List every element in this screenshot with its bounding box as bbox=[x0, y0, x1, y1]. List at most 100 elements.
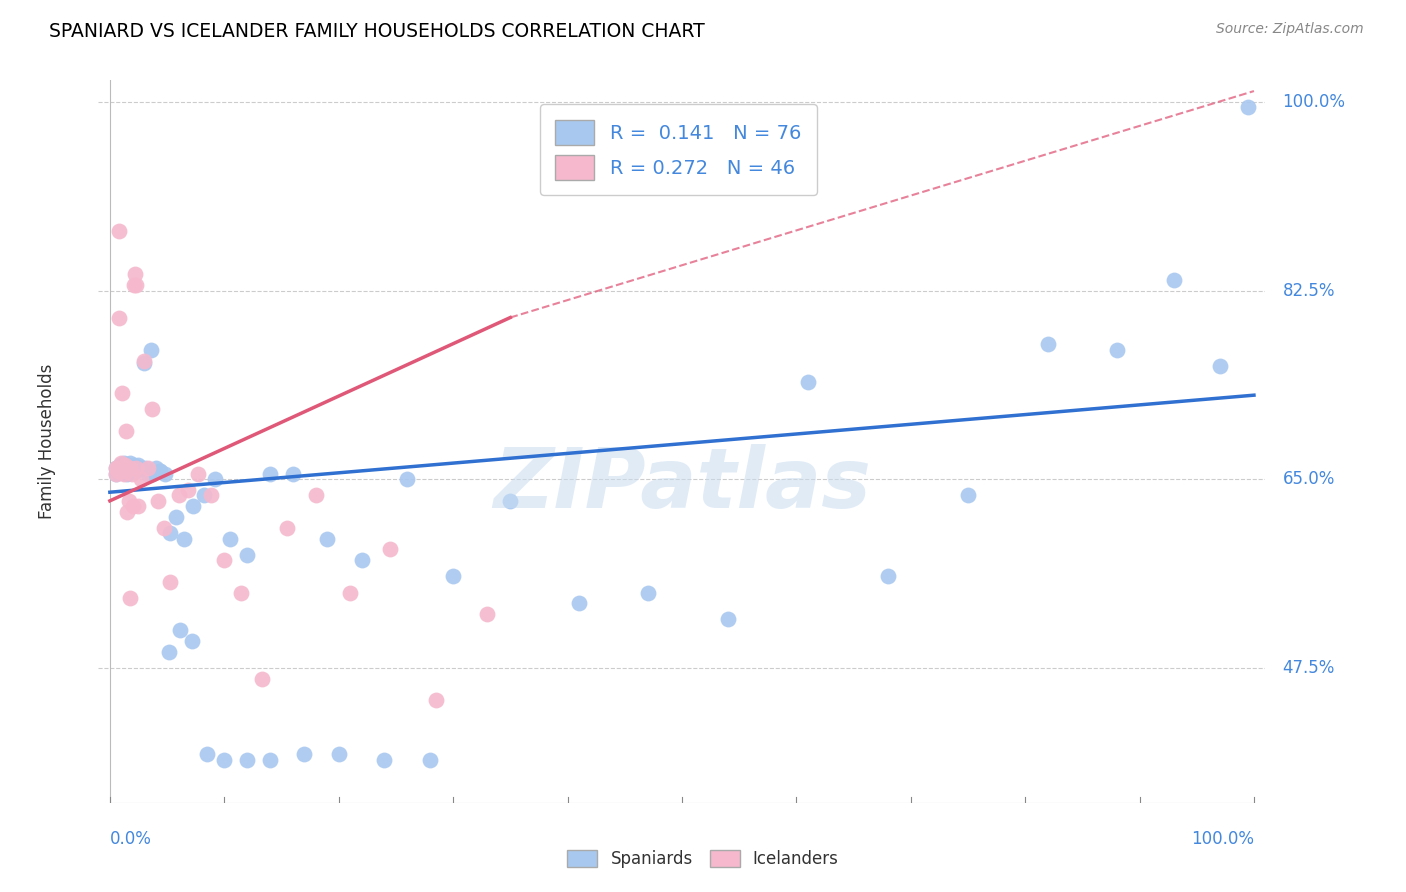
Point bbox=[141, 467, 163, 481]
Point bbox=[231, 585, 253, 599]
Point bbox=[1237, 100, 1260, 114]
Point bbox=[104, 461, 127, 475]
Point bbox=[637, 585, 659, 599]
Text: 65.0%: 65.0% bbox=[1282, 470, 1334, 488]
Point bbox=[124, 461, 146, 475]
Point bbox=[292, 747, 315, 762]
Text: 82.5%: 82.5% bbox=[1282, 282, 1336, 300]
Point bbox=[118, 493, 141, 508]
Point bbox=[108, 464, 131, 478]
Point bbox=[105, 461, 128, 475]
Point bbox=[120, 591, 142, 605]
Legend: R =  0.141   N = 76, R = 0.272   N = 46: R = 0.141 N = 76, R = 0.272 N = 46 bbox=[540, 104, 817, 195]
Point bbox=[153, 467, 176, 481]
Text: 0.0%: 0.0% bbox=[110, 830, 152, 847]
Point bbox=[124, 268, 146, 282]
Point bbox=[110, 461, 132, 475]
Point bbox=[136, 461, 159, 475]
Point bbox=[104, 467, 127, 481]
Point bbox=[236, 753, 259, 767]
Legend: Spaniards, Icelanders: Spaniards, Icelanders bbox=[561, 843, 845, 875]
Point bbox=[259, 467, 281, 481]
Point bbox=[115, 461, 138, 475]
Point bbox=[145, 461, 167, 475]
Point bbox=[204, 472, 226, 486]
Point bbox=[173, 532, 195, 546]
Point bbox=[214, 553, 236, 567]
Point bbox=[169, 624, 191, 638]
Point bbox=[120, 456, 142, 470]
Point bbox=[108, 224, 131, 238]
Point bbox=[956, 488, 979, 502]
Point bbox=[111, 386, 134, 401]
Point bbox=[281, 467, 304, 481]
Point bbox=[125, 464, 148, 478]
Point bbox=[276, 521, 298, 535]
Text: Family Households: Family Households bbox=[38, 364, 56, 519]
Point bbox=[127, 458, 149, 473]
Point bbox=[167, 488, 190, 502]
Point bbox=[112, 464, 135, 478]
Point bbox=[378, 542, 402, 557]
Point bbox=[193, 488, 215, 502]
Point bbox=[115, 505, 138, 519]
Point bbox=[425, 693, 447, 707]
Point bbox=[108, 310, 131, 325]
Point bbox=[125, 278, 148, 293]
Point bbox=[149, 464, 172, 478]
Point bbox=[128, 461, 150, 475]
Point bbox=[117, 461, 139, 475]
Point bbox=[104, 467, 127, 481]
Point bbox=[181, 634, 204, 648]
Text: 47.5%: 47.5% bbox=[1282, 659, 1334, 677]
Point bbox=[250, 672, 273, 686]
Point bbox=[115, 467, 138, 481]
Point bbox=[121, 464, 143, 478]
Point bbox=[117, 465, 139, 479]
Point bbox=[1208, 359, 1230, 373]
Point bbox=[159, 526, 181, 541]
Text: 100.0%: 100.0% bbox=[1282, 93, 1346, 111]
Point bbox=[115, 424, 138, 438]
Point bbox=[115, 458, 138, 473]
Point bbox=[568, 596, 591, 610]
Point bbox=[121, 500, 143, 514]
Point bbox=[134, 356, 156, 370]
Point bbox=[121, 467, 143, 481]
Point bbox=[183, 500, 205, 514]
Point bbox=[110, 456, 132, 470]
Point bbox=[305, 488, 328, 502]
Point bbox=[316, 532, 339, 546]
Point bbox=[328, 747, 350, 762]
Point bbox=[187, 467, 209, 481]
Point bbox=[176, 483, 198, 497]
Point bbox=[115, 464, 138, 478]
Point bbox=[200, 488, 222, 502]
Point bbox=[129, 472, 152, 486]
Text: 100.0%: 100.0% bbox=[1191, 830, 1254, 847]
Point bbox=[339, 585, 361, 599]
Point bbox=[797, 376, 820, 390]
Point bbox=[157, 645, 180, 659]
Point bbox=[259, 753, 281, 767]
Point bbox=[107, 464, 129, 478]
Point bbox=[499, 493, 522, 508]
Point bbox=[214, 753, 236, 767]
Point bbox=[1105, 343, 1128, 357]
Point bbox=[121, 461, 143, 475]
Point bbox=[112, 456, 135, 470]
Point bbox=[1036, 337, 1059, 351]
Point bbox=[114, 464, 136, 478]
Point bbox=[396, 472, 419, 486]
Point bbox=[107, 464, 129, 478]
Point bbox=[108, 458, 131, 473]
Point bbox=[152, 521, 174, 535]
Point bbox=[165, 510, 187, 524]
Point bbox=[122, 458, 145, 473]
Point bbox=[477, 607, 499, 621]
Point bbox=[104, 461, 127, 475]
Point bbox=[108, 461, 131, 475]
Text: ZIPatlas: ZIPatlas bbox=[494, 444, 870, 525]
Point bbox=[195, 747, 218, 762]
Point bbox=[129, 461, 152, 475]
